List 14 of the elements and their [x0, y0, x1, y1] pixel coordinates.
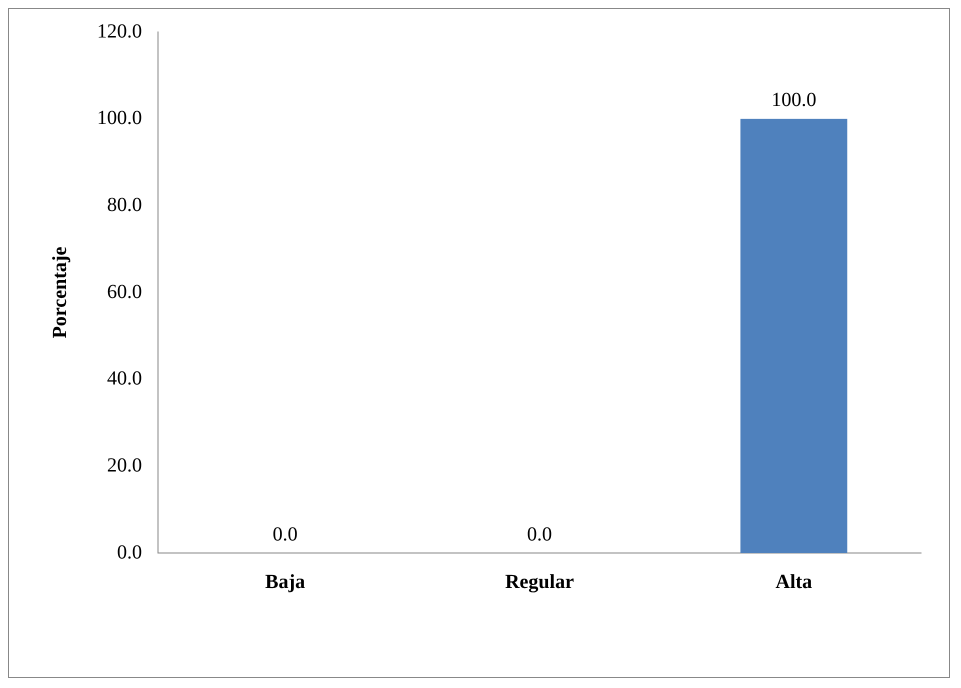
- data-label: 0.0: [527, 523, 552, 546]
- data-label: 0.0: [272, 523, 298, 546]
- y-tick-label: 60.0: [107, 280, 142, 303]
- x-tick-label: Alta: [775, 571, 812, 594]
- y-tick-label: 80.0: [107, 194, 142, 216]
- y-tick-label: 20.0: [107, 454, 142, 476]
- y-tick-label: 40.0: [107, 368, 142, 390]
- x-tick-label: Regular: [505, 571, 574, 594]
- y-tick-label: 120.0: [97, 20, 142, 42]
- y-tick-label: 0.0: [117, 541, 142, 564]
- y-tick-label: 100.0: [97, 107, 142, 130]
- y-axis-title: Porcentaje: [49, 246, 72, 338]
- x-tick-label: Baja: [265, 571, 306, 594]
- data-label: 100.0: [771, 89, 816, 112]
